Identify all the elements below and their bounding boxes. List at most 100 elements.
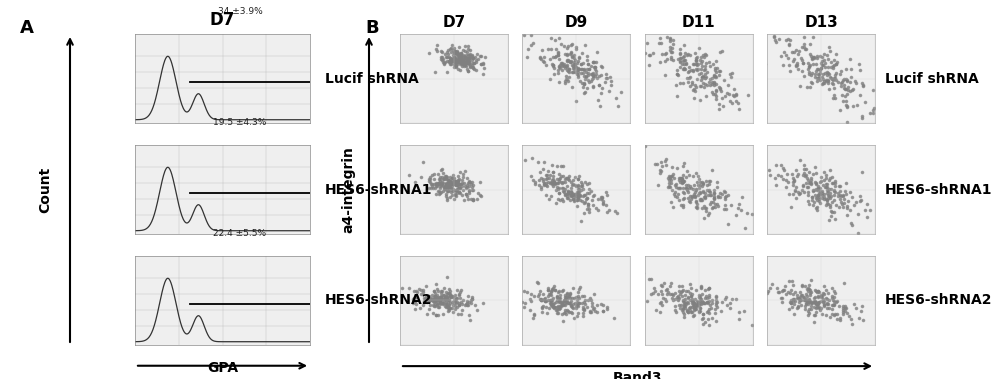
Point xyxy=(728,98,744,104)
Point xyxy=(559,307,575,313)
Point xyxy=(827,183,843,189)
Point xyxy=(453,56,469,63)
Point xyxy=(676,195,692,201)
Point xyxy=(424,297,440,303)
Point xyxy=(459,58,475,64)
Point xyxy=(540,287,556,293)
Point xyxy=(792,190,808,196)
Point xyxy=(704,80,720,86)
Point xyxy=(802,293,818,299)
Point xyxy=(606,315,622,321)
Point xyxy=(808,300,824,306)
Point xyxy=(833,83,849,89)
Point xyxy=(457,54,473,60)
Point xyxy=(708,88,724,94)
Point xyxy=(835,311,851,317)
Point xyxy=(837,303,853,309)
Point xyxy=(687,296,703,302)
Point xyxy=(686,303,702,309)
Point xyxy=(817,61,833,67)
Point xyxy=(690,192,706,198)
Point xyxy=(522,296,538,302)
Point xyxy=(533,186,549,192)
Point xyxy=(446,56,462,62)
Point xyxy=(827,216,843,222)
Point xyxy=(701,178,717,184)
Point xyxy=(438,191,454,197)
Point xyxy=(677,302,693,309)
Point xyxy=(538,298,554,304)
Point xyxy=(551,171,567,177)
Point xyxy=(818,295,834,301)
Point xyxy=(724,296,740,302)
Point xyxy=(653,168,669,174)
Point xyxy=(573,179,589,185)
Point xyxy=(663,49,679,55)
Point xyxy=(408,294,424,301)
Point xyxy=(579,53,595,59)
Point xyxy=(443,55,459,61)
Point xyxy=(796,34,812,41)
Point xyxy=(820,195,836,201)
Point xyxy=(565,196,581,202)
Point xyxy=(724,100,740,106)
Point xyxy=(435,180,451,186)
Point xyxy=(693,301,709,307)
Point xyxy=(801,299,817,305)
Point xyxy=(560,57,576,63)
Point xyxy=(788,61,804,67)
Point xyxy=(704,205,720,211)
Point xyxy=(675,54,691,60)
Point xyxy=(450,51,466,57)
Point xyxy=(461,178,477,184)
Point xyxy=(582,309,598,315)
Point xyxy=(813,65,829,71)
Point xyxy=(455,47,471,53)
Point xyxy=(697,287,713,293)
Point xyxy=(789,60,805,66)
Point xyxy=(706,82,722,88)
Point xyxy=(436,298,452,304)
Point xyxy=(593,63,609,69)
Point xyxy=(455,52,471,58)
Point xyxy=(574,50,590,56)
Point xyxy=(694,74,710,80)
Point xyxy=(852,67,868,73)
Point xyxy=(547,181,563,187)
Point xyxy=(657,72,673,78)
Point xyxy=(533,56,549,62)
Point xyxy=(443,59,459,65)
Point xyxy=(692,295,708,301)
Point xyxy=(570,182,586,188)
Point xyxy=(687,193,703,199)
Point xyxy=(722,99,738,105)
Point xyxy=(677,66,693,72)
Point xyxy=(678,61,694,67)
Point xyxy=(804,194,820,200)
Point xyxy=(682,199,698,205)
Point xyxy=(542,291,558,297)
Point xyxy=(726,93,742,99)
Point xyxy=(416,294,432,301)
Point xyxy=(711,72,727,78)
Point xyxy=(698,74,714,80)
Point xyxy=(538,176,554,182)
Point xyxy=(442,300,458,306)
Point xyxy=(749,278,765,284)
Point xyxy=(676,42,692,48)
Point xyxy=(778,37,794,43)
Point xyxy=(561,66,577,72)
Point xyxy=(814,80,830,86)
Point xyxy=(697,194,713,200)
Point xyxy=(443,58,459,64)
Point xyxy=(439,291,455,297)
Point xyxy=(551,288,567,294)
Point xyxy=(457,302,473,308)
Point xyxy=(446,49,462,55)
Point xyxy=(670,27,686,33)
Point xyxy=(816,298,832,304)
Point xyxy=(447,48,463,54)
Point xyxy=(643,276,659,282)
Point xyxy=(433,294,449,300)
Point xyxy=(546,304,562,310)
